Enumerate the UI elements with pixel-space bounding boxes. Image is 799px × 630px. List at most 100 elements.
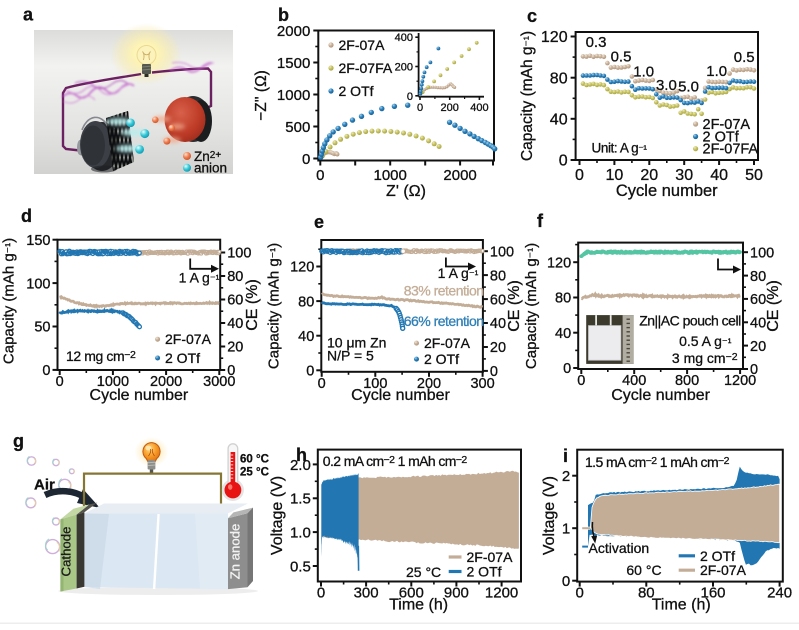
svg-text:300: 300 xyxy=(354,584,379,601)
svg-text:d: d xyxy=(21,206,32,226)
svg-text:150: 150 xyxy=(26,233,50,249)
svg-text:0: 0 xyxy=(559,153,568,170)
svg-text:0: 0 xyxy=(417,102,423,114)
svg-text:80: 80 xyxy=(555,291,571,307)
svg-text:0: 0 xyxy=(302,151,310,168)
svg-text:240: 240 xyxy=(767,584,792,601)
svg-text:0: 0 xyxy=(318,376,326,392)
svg-text:2000: 2000 xyxy=(150,374,182,390)
svg-text:200: 200 xyxy=(395,62,413,74)
svg-text:160: 160 xyxy=(700,584,725,601)
svg-text:60 °C: 60 °C xyxy=(626,562,661,578)
svg-text:2 OTf: 2 OTf xyxy=(700,548,735,564)
svg-text:0.5: 0.5 xyxy=(734,49,755,66)
svg-text:f: f xyxy=(537,211,544,231)
svg-text:0: 0 xyxy=(227,363,235,379)
svg-text:40: 40 xyxy=(227,316,243,332)
svg-text:2: 2 xyxy=(562,468,570,485)
svg-text:2F-07A: 2F-07A xyxy=(703,117,751,133)
svg-text:50: 50 xyxy=(745,167,763,184)
svg-text:0: 0 xyxy=(563,361,571,377)
svg-text:0: 0 xyxy=(316,167,324,184)
svg-text:80: 80 xyxy=(750,269,766,285)
svg-text:12 mg cm−2: 12 mg cm−2 xyxy=(66,348,136,364)
svg-text:Voltage (V): Voltage (V) xyxy=(269,476,286,555)
svg-text:2F-07FA: 2F-07FA xyxy=(703,142,759,158)
svg-text:1000: 1000 xyxy=(277,87,310,104)
svg-text:1.5: 1.5 xyxy=(290,491,311,508)
svg-text:1.0: 1.0 xyxy=(633,64,654,81)
svg-text:Zn||AC pouch cell: Zn||AC pouch cell xyxy=(639,313,741,329)
svg-text:80: 80 xyxy=(490,268,506,284)
svg-text:40: 40 xyxy=(750,316,766,332)
svg-text:0: 0 xyxy=(575,167,584,184)
svg-text:80: 80 xyxy=(638,584,655,601)
svg-text:Cycle number: Cycle number xyxy=(611,387,710,404)
svg-text:2F-07FA: 2F-07FA xyxy=(339,60,393,76)
svg-text:Time (h): Time (h) xyxy=(389,597,448,614)
svg-text:1: 1 xyxy=(562,521,570,538)
svg-text:60: 60 xyxy=(750,292,766,308)
svg-text:30: 30 xyxy=(675,167,693,184)
svg-text:0.5: 0.5 xyxy=(611,49,632,66)
svg-text:Cycle number: Cycle number xyxy=(351,387,450,404)
svg-text:0: 0 xyxy=(576,584,584,601)
svg-text:2F-07A: 2F-07A xyxy=(339,37,386,53)
svg-text:Unit: A g⁻¹: Unit: A g⁻¹ xyxy=(592,141,648,156)
svg-text:2 OTf: 2 OTf xyxy=(424,351,459,367)
svg-text:2000: 2000 xyxy=(277,23,310,40)
svg-text:0: 0 xyxy=(317,584,325,601)
svg-text:c: c xyxy=(527,6,537,26)
svg-text:CE (%): CE (%) xyxy=(244,279,261,331)
svg-text:2 OTf: 2 OTf xyxy=(339,83,374,99)
svg-text:Cycle number: Cycle number xyxy=(90,387,189,404)
svg-text:40: 40 xyxy=(550,111,568,128)
svg-text:0: 0 xyxy=(562,573,570,590)
svg-text:20: 20 xyxy=(750,339,766,355)
svg-text:Capacity (mAh g⁻¹): Capacity (mAh g⁻¹) xyxy=(1,238,18,364)
svg-text:20: 20 xyxy=(640,167,658,184)
svg-text:100: 100 xyxy=(490,244,514,260)
svg-text:N/P = 5: N/P = 5 xyxy=(327,348,374,364)
svg-text:h: h xyxy=(296,445,307,465)
svg-text:0: 0 xyxy=(750,362,758,378)
svg-text:0: 0 xyxy=(56,374,64,390)
svg-text:Zn2+: Zn2+ xyxy=(194,149,221,164)
svg-text:900: 900 xyxy=(444,584,469,601)
svg-text:60 °C: 60 °C xyxy=(240,454,269,466)
svg-text:1200: 1200 xyxy=(485,584,518,601)
svg-text:Zn anode: Zn anode xyxy=(228,524,243,580)
svg-text:800: 800 xyxy=(675,373,699,389)
svg-text:Capacity (mAh g⁻¹): Capacity (mAh g⁻¹) xyxy=(266,243,283,369)
svg-text:2 OTf: 2 OTf xyxy=(703,130,740,146)
svg-text:Activation: Activation xyxy=(589,540,650,556)
svg-text:Z' (Ω): Z' (Ω) xyxy=(386,183,426,200)
svg-text:2F-07A: 2F-07A xyxy=(424,335,471,351)
svg-text:2.0: 2.0 xyxy=(290,457,311,474)
svg-text:100: 100 xyxy=(26,276,50,292)
svg-text:2F-07A: 2F-07A xyxy=(165,331,212,347)
svg-text:0: 0 xyxy=(577,373,585,389)
svg-text:1.5 mA cm−2 1 mAh cm−2: 1.5 mA cm−2 1 mAh cm−2 xyxy=(585,454,730,470)
svg-text:200: 200 xyxy=(417,376,441,392)
svg-text:CE (%): CE (%) xyxy=(765,280,782,332)
svg-text:3.0: 3.0 xyxy=(656,77,677,94)
svg-text:20: 20 xyxy=(490,340,506,356)
svg-text:120: 120 xyxy=(290,260,314,276)
svg-text:40: 40 xyxy=(710,167,728,184)
svg-text:1000: 1000 xyxy=(374,167,407,184)
svg-text:40: 40 xyxy=(555,326,571,342)
svg-text:0: 0 xyxy=(407,91,413,103)
svg-text:2F-07A: 2F-07A xyxy=(700,562,747,578)
svg-text:80: 80 xyxy=(550,70,568,87)
svg-text:1 A g⁻¹: 1 A g⁻¹ xyxy=(438,265,479,281)
svg-text:2 OTf: 2 OTf xyxy=(165,350,200,366)
svg-text:Cathode: Cathode xyxy=(59,527,74,577)
svg-text:0: 0 xyxy=(306,364,314,380)
svg-text:g: g xyxy=(13,431,24,451)
svg-text:120: 120 xyxy=(547,255,571,271)
svg-text:100: 100 xyxy=(363,376,387,392)
svg-text:0.5 A g⁻¹: 0.5 A g⁻¹ xyxy=(679,333,732,349)
svg-text:25 °C: 25 °C xyxy=(240,467,269,479)
svg-text:Air: Air xyxy=(34,477,55,494)
